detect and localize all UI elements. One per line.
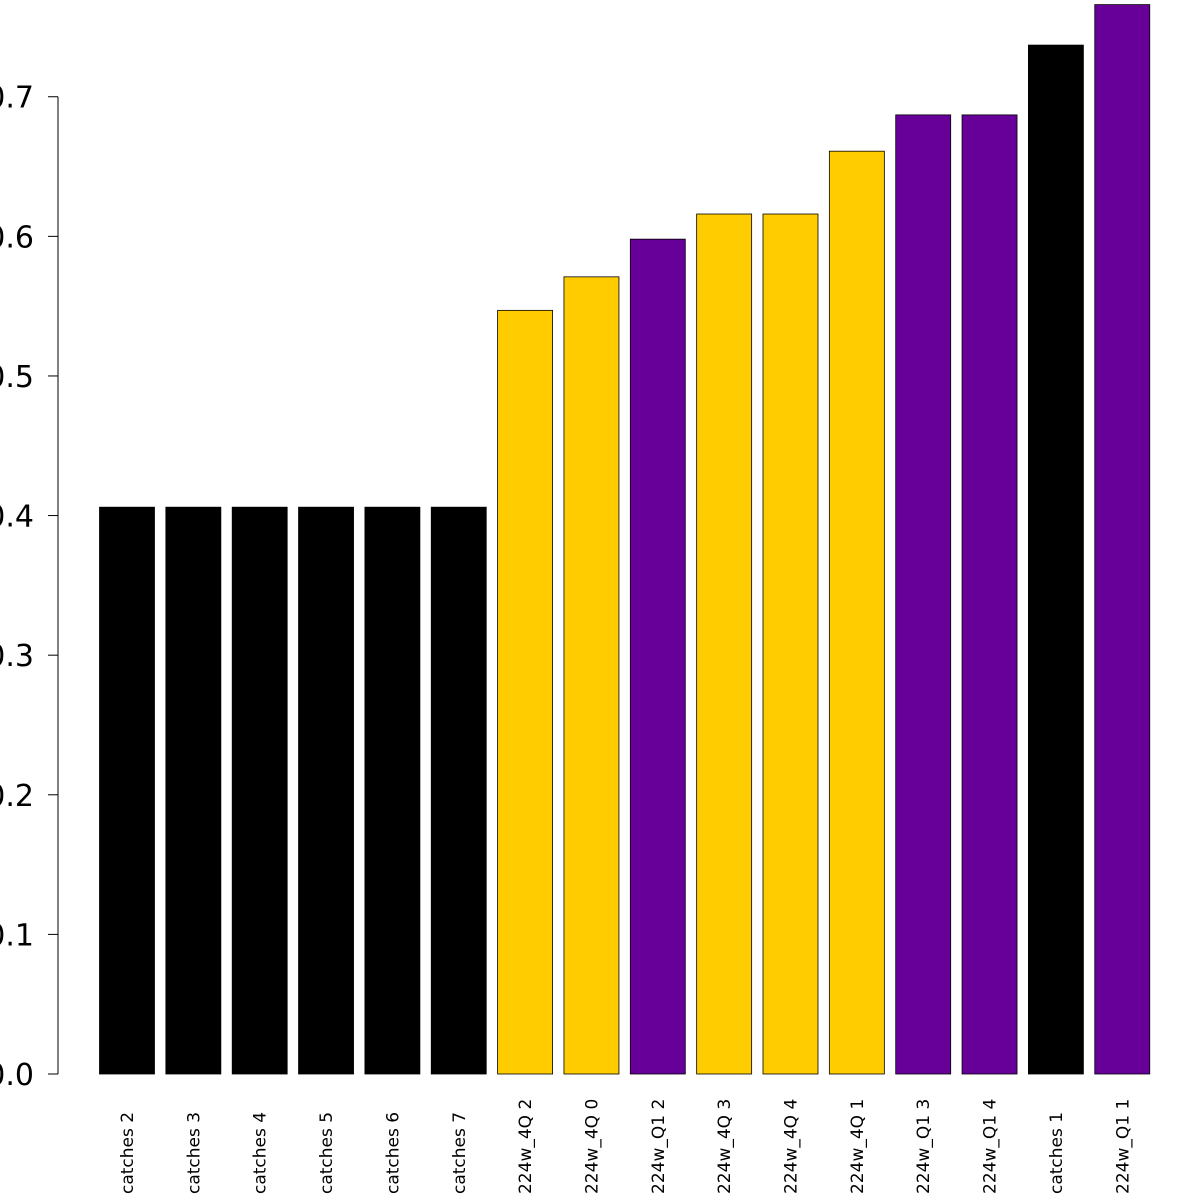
x-category-label: 224w_4Q 1 (848, 1099, 868, 1194)
x-category-label: catches 2 (118, 1112, 138, 1194)
bar-224w-q1-3 (895, 114, 952, 1075)
y-tick-label: 0.3 (0, 639, 34, 674)
bar-224w-q1-4 (961, 114, 1018, 1075)
x-category-label: catches 6 (383, 1112, 403, 1194)
y-tick-label: 0.2 (0, 779, 34, 814)
bar-224w-4q-0 (563, 276, 620, 1075)
x-category-label: catches 1 (1047, 1112, 1067, 1194)
bar-224w-q1-1 (1094, 4, 1151, 1075)
y-tick-label: 0.5 (0, 360, 34, 395)
y-tick-label: 0.0 (0, 1058, 34, 1093)
x-category-label: 224w_Q1 3 (914, 1099, 934, 1194)
bar-catches-1 (1028, 44, 1084, 1075)
x-axis-labels: catches 2 catches 3 catches 4 catches 5 catc… (118, 1099, 1133, 1194)
bar-224w-4q-1 (828, 150, 885, 1075)
bar-224w-4q-2 (497, 309, 554, 1075)
bar-224w-q1-2 (629, 238, 686, 1075)
y-tick-label: 0.7 (0, 81, 34, 116)
x-category-label: 224w_4Q 3 (715, 1099, 735, 1194)
y-tick-label: 0.6 (0, 220, 34, 255)
bar-catches-3 (165, 506, 222, 1075)
x-category-label: 224w_4Q 2 (516, 1099, 536, 1194)
bar-catches-7 (430, 506, 487, 1075)
x-category-label: 224w_Q1 2 (649, 1099, 669, 1194)
bar-224w-4q-4 (762, 213, 819, 1075)
y-axis: 0.0 0.1 0.2 0.3 0.4 0.5 0.6 0.7 (0, 81, 59, 1093)
bar-catches-4 (231, 506, 288, 1075)
x-category-label: catches 5 (317, 1112, 337, 1194)
bar-catches-6 (364, 506, 421, 1075)
x-category-label: catches 4 (251, 1112, 271, 1194)
x-category-label: catches 7 (450, 1112, 470, 1194)
bars (99, 4, 1151, 1075)
x-category-label: 224w_4Q 4 (782, 1099, 802, 1194)
bar-224w-4q-3 (696, 213, 753, 1075)
x-category-label: 224w_4Q 0 (582, 1099, 602, 1194)
x-category-label: 224w_Q1 1 (1113, 1099, 1133, 1194)
bar-catches-5 (298, 506, 354, 1075)
y-tick-label: 0.4 (0, 500, 34, 535)
x-category-label: catches 3 (184, 1112, 204, 1194)
bar-catches-2 (99, 506, 155, 1075)
x-category-label: 224w_Q1 4 (981, 1099, 1001, 1194)
y-tick-label: 0.1 (0, 918, 34, 953)
